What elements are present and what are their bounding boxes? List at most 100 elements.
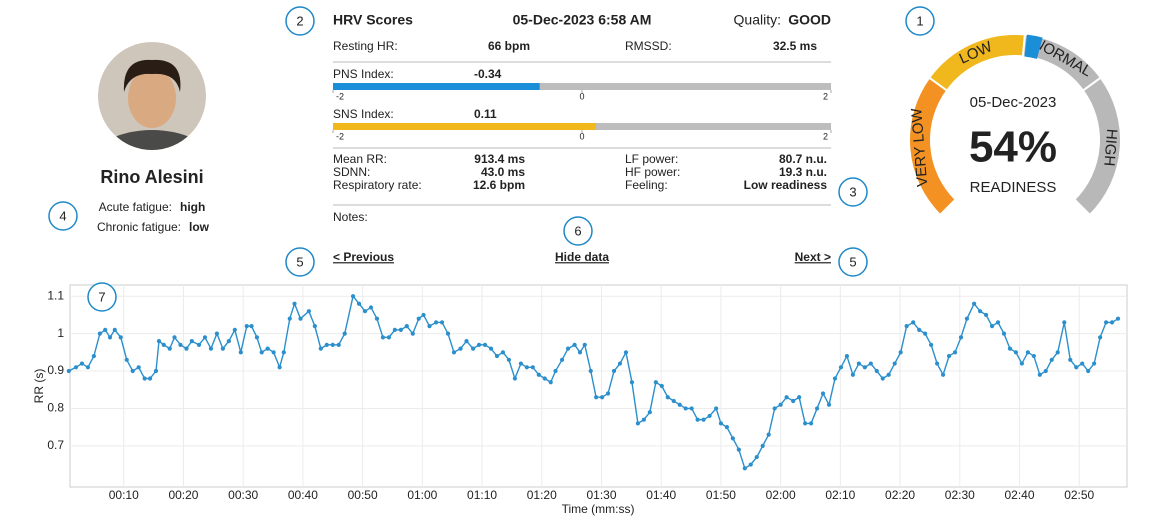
rr-point bbox=[594, 395, 599, 400]
x-axis-label: Time (mm:ss) bbox=[562, 502, 635, 516]
rr-point bbox=[946, 353, 952, 359]
rr-point bbox=[772, 406, 777, 411]
x-tick-label: 02:10 bbox=[825, 488, 855, 502]
rr-point bbox=[797, 395, 802, 400]
rr-point bbox=[826, 402, 832, 407]
rr-point bbox=[964, 316, 970, 321]
sns-label: SNS Index: bbox=[333, 107, 394, 121]
rr-point bbox=[494, 353, 500, 359]
rr-point bbox=[868, 361, 873, 366]
gauge-date: 05-Dec-2023 bbox=[970, 94, 1057, 111]
rr-point bbox=[238, 350, 243, 355]
rr-point bbox=[617, 361, 623, 366]
rr-point bbox=[1068, 357, 1073, 362]
rr-point bbox=[85, 365, 91, 370]
next-link[interactable]: Next > bbox=[795, 250, 831, 264]
rr-point bbox=[1092, 361, 1097, 366]
rr-point bbox=[433, 320, 439, 325]
pns-tick-label: 2 bbox=[823, 91, 828, 101]
rr-point bbox=[911, 320, 916, 325]
rr-point bbox=[862, 365, 867, 370]
rr-point bbox=[73, 365, 79, 370]
rr-point bbox=[410, 331, 415, 336]
rr-point bbox=[629, 380, 635, 385]
rr-point bbox=[683, 406, 688, 411]
pns-tick-label: 0 bbox=[579, 91, 584, 101]
rr-point bbox=[476, 342, 482, 347]
rr-point bbox=[742, 466, 747, 471]
rr-point bbox=[356, 301, 362, 306]
rr-point bbox=[1001, 331, 1007, 336]
pns-label: PNS Index: bbox=[333, 67, 394, 81]
rr-point bbox=[398, 327, 403, 332]
rr-point bbox=[226, 339, 231, 344]
rr-point bbox=[172, 335, 177, 340]
rr-point bbox=[929, 342, 934, 347]
rr-point bbox=[671, 398, 676, 404]
rr-point bbox=[856, 361, 861, 366]
stat-label: LF power: bbox=[625, 152, 678, 166]
rr-point bbox=[814, 406, 820, 411]
rr-point bbox=[271, 350, 276, 355]
y-tick-label: 0.7 bbox=[47, 438, 64, 452]
rr-point bbox=[281, 350, 286, 355]
callout-number: 5 bbox=[296, 254, 303, 269]
rr-point bbox=[189, 339, 194, 344]
rr-point bbox=[1086, 368, 1091, 374]
rr-point bbox=[439, 320, 445, 325]
pns-tick-label: -2 bbox=[336, 91, 344, 101]
rr-point bbox=[464, 339, 469, 344]
pns-value: -0.34 bbox=[474, 67, 502, 81]
rr-point bbox=[923, 331, 928, 336]
x-tick-label: 00:30 bbox=[228, 488, 258, 502]
callout-circle bbox=[905, 6, 935, 36]
sns-tick-label: -2 bbox=[336, 131, 344, 141]
gauge-zone-label: HIGH bbox=[1100, 128, 1120, 167]
rr-point bbox=[1019, 361, 1024, 366]
rr-point bbox=[147, 376, 153, 381]
rr-point bbox=[934, 361, 940, 366]
rr-point bbox=[79, 361, 85, 366]
stat-value: 43.0 ms bbox=[481, 165, 525, 179]
rr-point bbox=[167, 346, 172, 351]
stat-value: 12.6 bpm bbox=[473, 178, 525, 192]
rr-point bbox=[287, 316, 292, 321]
pns-bar bbox=[333, 83, 540, 90]
rr-point bbox=[714, 406, 719, 411]
rr-point bbox=[500, 350, 506, 355]
rr-point bbox=[983, 312, 989, 318]
rr-point bbox=[917, 327, 922, 332]
rmssd-value: 32.5 ms bbox=[773, 39, 817, 53]
y-tick-label: 0.8 bbox=[47, 401, 64, 415]
chronic-value: low bbox=[189, 220, 210, 234]
rr-point bbox=[482, 342, 488, 347]
rr-point bbox=[940, 372, 946, 377]
rr-point bbox=[803, 421, 808, 426]
rr-point bbox=[156, 339, 162, 344]
callout-circle bbox=[838, 247, 868, 277]
x-tick-label: 00:20 bbox=[168, 488, 198, 502]
rr-point bbox=[1080, 361, 1085, 366]
hide-data-link[interactable]: Hide data bbox=[555, 250, 609, 264]
rr-point bbox=[1055, 350, 1060, 355]
rr-point bbox=[312, 324, 317, 329]
rr-point bbox=[342, 331, 347, 336]
rr-point bbox=[142, 376, 147, 381]
rr-point bbox=[118, 335, 123, 340]
rr-point bbox=[874, 368, 879, 374]
gauge-label: READINESS bbox=[970, 179, 1057, 196]
stat-label: HF power: bbox=[625, 165, 680, 179]
x-tick-label: 00:10 bbox=[109, 488, 139, 502]
rr-point bbox=[136, 365, 141, 370]
stat-label: Mean RR: bbox=[333, 152, 387, 166]
rr-point bbox=[112, 327, 117, 332]
previous-link[interactable]: < Previous bbox=[333, 250, 394, 264]
rr-point bbox=[259, 350, 264, 355]
rr-point bbox=[689, 406, 694, 411]
rr-point bbox=[427, 324, 432, 329]
notes-label: Notes: bbox=[333, 210, 368, 224]
rr-point bbox=[577, 350, 583, 355]
y-tick-label: 0.9 bbox=[47, 363, 64, 377]
rr-point bbox=[778, 402, 783, 407]
